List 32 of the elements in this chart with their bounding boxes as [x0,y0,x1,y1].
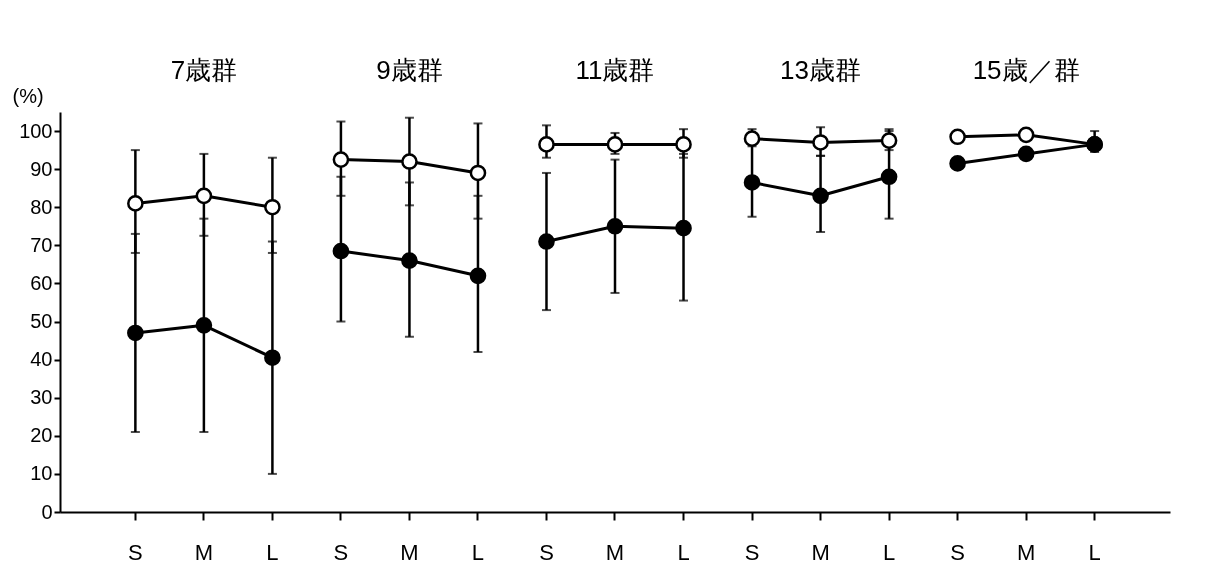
x-tick-label: L [471,539,485,565]
y-tick-label: 80 [30,195,53,218]
text: 11歳群 [575,55,655,85]
x-tick-label: L [266,539,279,565]
x-tick-label: M [194,539,214,565]
x-tick-label: L [677,539,690,565]
x-tick-label: L [882,539,896,565]
y-tick-label: 40 [30,348,53,371]
x-tick-label: M [811,539,830,565]
y-tick-label: 10 [30,462,53,485]
x-tick-label: S [333,539,349,565]
text: 15歳／群 [972,55,1080,85]
text: 13歳群 [780,55,862,85]
x-tick-label: L [1088,539,1101,565]
x-tick-label: S [539,539,554,565]
y-tick-label: 30 [30,386,53,409]
y-tick-label: 70 [30,233,53,256]
y-axis-title: (%) [12,84,44,107]
y-tick-label: 50 [30,310,53,333]
y-tick-label: 20 [30,424,53,447]
x-tick-label: M [400,539,419,565]
y-tick-label: 60 [30,271,53,294]
x-tick-label: S [744,539,760,565]
x-tick-label: M [1016,539,1036,565]
text: 9歳群 [376,55,443,85]
x-tick-label: S [128,539,143,565]
text: 7歳群 [170,55,238,85]
x-tick-label: M [605,539,625,565]
y-tick-label: 90 [30,157,53,180]
x-tick-label: S [950,539,965,565]
y-tick-label: 100 [19,119,53,142]
y-tick-label: 0 [41,500,53,523]
